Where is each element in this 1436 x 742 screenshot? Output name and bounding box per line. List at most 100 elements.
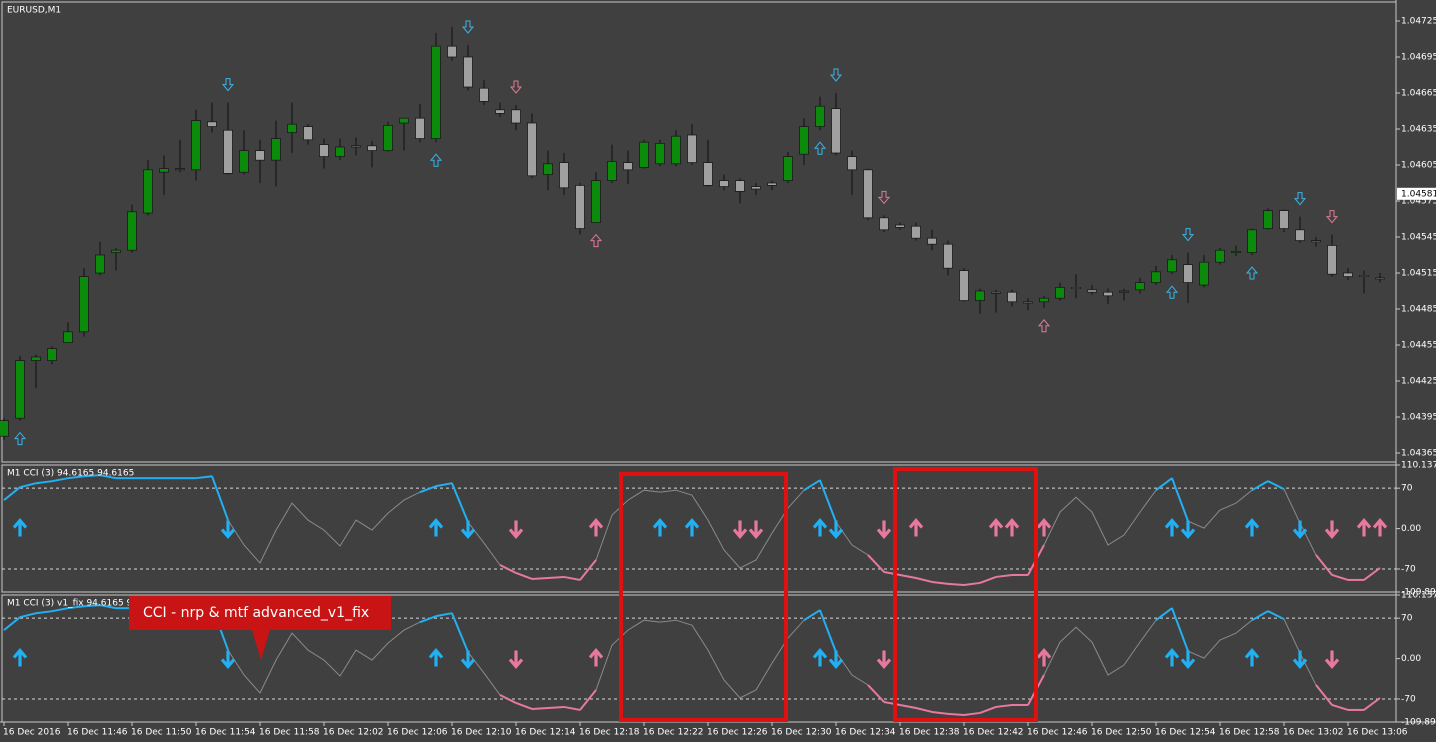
cci-segment <box>947 712 965 716</box>
cci-segment <box>435 482 453 488</box>
signal-arrow <box>828 650 844 669</box>
candle-body <box>367 145 377 152</box>
y-tick-label: -109.8907 <box>1401 718 1436 728</box>
cci-segment <box>451 612 469 653</box>
x-tick-label: 16 Dec 2016 <box>3 728 61 738</box>
signal-arrow <box>877 190 891 205</box>
cci-segment <box>419 615 437 624</box>
cci-segment <box>867 684 885 703</box>
candle-body <box>703 162 713 186</box>
cci-segment <box>51 607 69 613</box>
x-tick-label: 16 Dec 12:06 <box>387 728 448 738</box>
cci-segment <box>99 474 117 480</box>
y-tick-label: 1.04485 <box>1401 305 1436 315</box>
candle-body <box>447 45 457 58</box>
cci-segment <box>547 575 565 579</box>
cci-line <box>3 604 1381 716</box>
x-tick-label: 16 Dec 12:10 <box>451 728 512 738</box>
signal-arrow <box>1036 518 1052 537</box>
cci-segment <box>83 474 101 478</box>
signal-arrow <box>1292 520 1308 539</box>
cci-segment <box>979 706 997 714</box>
candle-body <box>175 168 185 171</box>
x-tick-label: 16 Dec 12:58 <box>1219 728 1280 738</box>
cci-segment <box>515 702 533 710</box>
cci-segment <box>883 570 901 576</box>
candle-body <box>639 141 649 168</box>
candle-body <box>1135 282 1145 291</box>
candle-body <box>47 348 57 362</box>
y-tick-label: 1.04395 <box>1401 413 1436 423</box>
candle-body <box>1183 264 1193 284</box>
x-tick-label: 16 Dec 13:06 <box>1347 728 1408 738</box>
candle-body <box>863 169 873 219</box>
cci-segment <box>531 706 549 710</box>
candle-body <box>975 290 985 301</box>
y-tick-label: 1.04545 <box>1401 233 1436 243</box>
x-tick-label: 16 Dec 12:22 <box>643 728 704 738</box>
cci-segment <box>1267 610 1285 621</box>
signal-arrow <box>1245 266 1259 280</box>
x-tick-label: 16 Dec 12:38 <box>899 728 960 738</box>
x-tick-label: 16 Dec 12:46 <box>1027 728 1088 738</box>
panel-title: M1 CCI (3) v1_fix 94.6165 94.6165 <box>7 599 164 609</box>
cci-segment <box>19 612 37 619</box>
signal-arrow <box>1180 520 1196 539</box>
candle-body <box>319 144 329 158</box>
y-tick-label: -70 <box>1401 694 1416 704</box>
candle-body <box>63 331 73 343</box>
cci-segment <box>1251 610 1269 622</box>
candle-body <box>1247 229 1257 254</box>
candle-body <box>463 56 473 88</box>
cci-segment <box>1171 607 1189 652</box>
signal-arrow <box>828 520 844 539</box>
y-tick-label: 1.04695 <box>1401 53 1436 63</box>
cci-segment <box>931 580 949 585</box>
candle-body <box>943 243 953 269</box>
candle-body <box>15 360 25 419</box>
candle-body <box>0 420 9 437</box>
candle-body <box>415 117 425 139</box>
y-tick-label: 1.04515 <box>1401 269 1436 279</box>
signal-arrow <box>221 78 235 92</box>
candle-body <box>255 150 265 161</box>
candle-body <box>575 184 585 229</box>
x-tick-label: 16 Dec 12:30 <box>771 728 832 738</box>
candle-body <box>399 117 409 124</box>
y-tick-label: 1.04725 <box>1401 17 1436 27</box>
candle-body <box>1055 286 1065 299</box>
signal-arrow <box>652 518 668 537</box>
x-tick-label: 16 Dec 12:34 <box>835 728 896 738</box>
signal-arrow <box>732 520 748 539</box>
y-tick-label: 0.00 <box>1401 524 1421 534</box>
signal-arrow <box>1372 518 1388 537</box>
signal-arrow <box>908 518 924 537</box>
candle-body <box>735 180 745 192</box>
cci-segment <box>947 582 965 586</box>
candle-body <box>991 291 1001 294</box>
candle-body <box>1215 249 1225 263</box>
candle-body <box>1071 286 1081 289</box>
candle-body <box>271 138 281 161</box>
candle-body <box>111 249 121 253</box>
candle-body <box>799 126 809 155</box>
candle-body <box>543 163 553 176</box>
cci-segment <box>963 581 981 586</box>
cci-segment <box>979 576 997 584</box>
x-tick-label: 16 Dec 12:50 <box>1091 728 1152 738</box>
signal-arrow <box>461 20 475 34</box>
y-tick-label: 1.04635 <box>1401 125 1436 135</box>
cci-segment <box>51 477 69 483</box>
cci-segment <box>883 700 901 706</box>
cci-segment <box>899 573 917 579</box>
candle-body <box>143 169 153 214</box>
highlight-box <box>893 467 1038 722</box>
y-tick-label: 70 <box>1401 614 1413 624</box>
candle-body <box>895 224 905 228</box>
candle-body <box>623 162 633 171</box>
signal-arrow <box>1165 285 1179 299</box>
annotation-text: CCI - nrp & mtf advanced_v1_fix <box>143 605 369 621</box>
cci-segment <box>915 577 933 583</box>
cci-segment <box>803 609 821 622</box>
